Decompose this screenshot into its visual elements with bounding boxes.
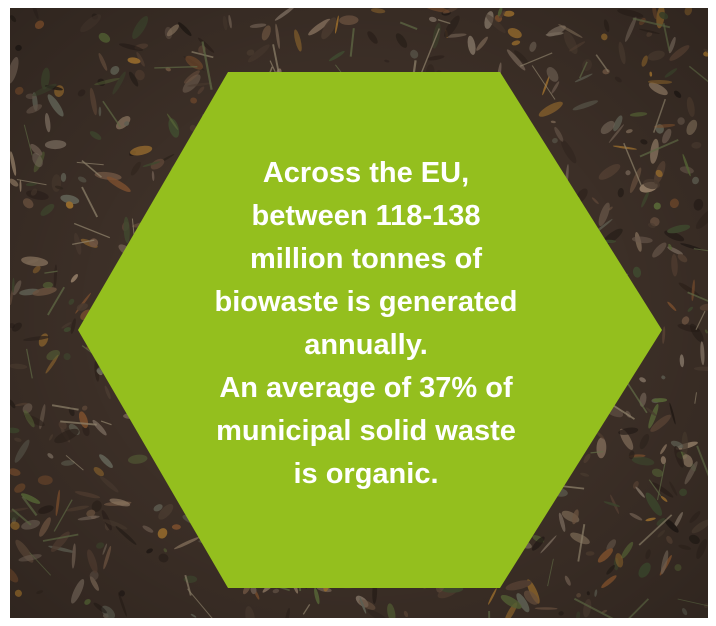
message-line: An average of 37% of	[219, 372, 513, 404]
infographic: Across the EU, between 118-138 million ton…	[0, 0, 716, 626]
page: {"text": {"lines": ["Across the EU,", "b…	[0, 0, 716, 626]
message-line: Across the EU,	[263, 157, 469, 189]
message-line: is organic.	[293, 458, 438, 490]
message-line: annually.	[304, 329, 428, 361]
message-line: biowaste is generated	[215, 286, 518, 318]
message-line: municipal solid waste	[216, 415, 516, 447]
message-line: million tonnes of	[250, 243, 482, 275]
message-line: between 118-138	[252, 200, 481, 232]
